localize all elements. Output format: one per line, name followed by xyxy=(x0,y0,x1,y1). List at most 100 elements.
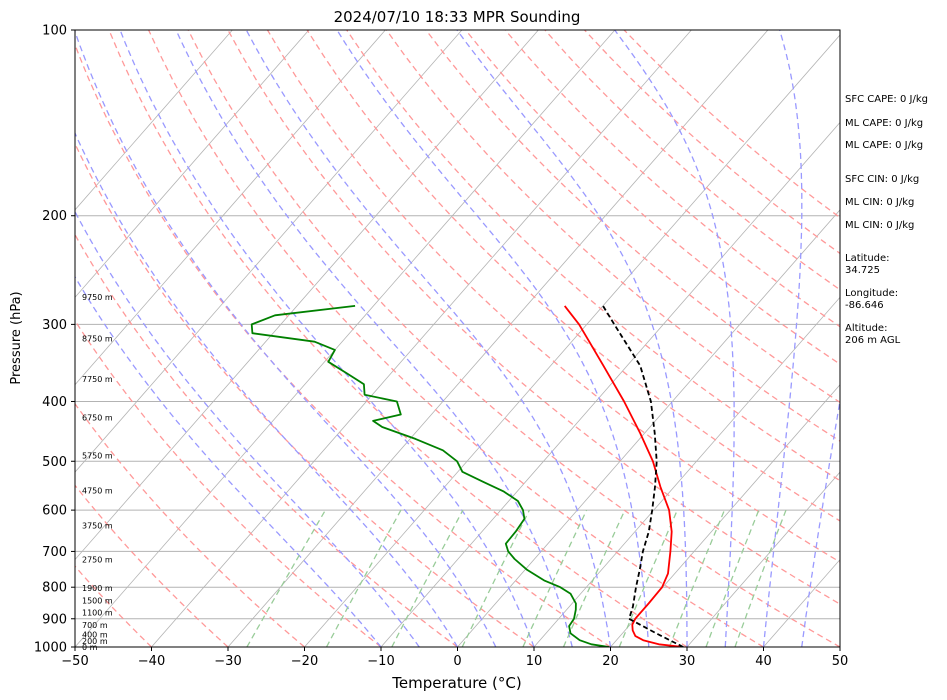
height-label: 3750 m xyxy=(82,522,113,531)
isotherm-line xyxy=(457,209,840,647)
mixing-ratio-line xyxy=(246,509,326,647)
isotherm-line xyxy=(227,30,769,647)
altitude-value: 206 m AGL xyxy=(845,335,901,346)
height-label: 400 m xyxy=(82,631,108,640)
altitude-label: Altitude: xyxy=(845,323,887,334)
dry-adiabat-line xyxy=(227,30,840,605)
y-tick-label: 1000 xyxy=(34,641,67,656)
height-label: 8750 m xyxy=(82,334,113,343)
moist-adiabat-line xyxy=(75,210,420,647)
mixing-ratio-line xyxy=(668,509,726,647)
isotherm-line xyxy=(380,121,840,647)
background-lines xyxy=(75,30,840,647)
y-tick-label: 200 xyxy=(42,209,67,224)
dry-adiabat-line xyxy=(187,30,840,647)
isotherm-line xyxy=(686,471,840,647)
height-label: 0 m xyxy=(82,643,98,652)
isotherm-line xyxy=(151,30,692,647)
height-label: 7750 m xyxy=(82,375,113,384)
isotherm-line xyxy=(75,30,386,386)
height-label: 6750 m xyxy=(82,414,113,423)
dry-adiabat-line xyxy=(75,484,229,647)
y-tick-label: 400 xyxy=(42,395,67,410)
temperature-line xyxy=(563,305,684,647)
moist-adiabat-line xyxy=(119,30,535,647)
height-label: 1900 m xyxy=(82,584,113,593)
dry-adiabat-line xyxy=(148,30,764,647)
height-label: 1100 m xyxy=(82,609,113,618)
moist-adiabat-line xyxy=(75,30,497,647)
mixing-ratio-line xyxy=(705,509,760,647)
longitude-label: Longitude: xyxy=(845,288,898,299)
mixing-ratio-line xyxy=(522,509,588,647)
ml-cin-text-2: ML CIN: 0 J/kg xyxy=(845,220,914,231)
ml-cin-text: ML CIN: 0 J/kg xyxy=(845,197,914,208)
dry-adiabat-line xyxy=(75,142,535,647)
dry-adiabat-line xyxy=(75,42,611,647)
dry-adiabat-line xyxy=(75,565,152,647)
x-axis-label: Temperature (°C) xyxy=(391,674,521,692)
ml-cape-text-2: ML CAPE: 0 J/kg xyxy=(845,140,923,151)
dry-adiabat-line xyxy=(266,30,840,563)
moist-adiabat-line xyxy=(245,30,612,647)
y-tick-label: 700 xyxy=(42,545,67,560)
y-tick-label: 800 xyxy=(42,581,67,596)
moist-adiabat-line xyxy=(801,397,840,647)
mixing-ratio-line xyxy=(461,509,530,647)
moist-adiabat-line xyxy=(336,30,650,647)
parcel-line xyxy=(602,305,684,647)
dewpoint-line xyxy=(250,305,610,647)
isotherm-line xyxy=(75,30,310,298)
y-tick-label: 600 xyxy=(42,504,67,519)
moist-adiabat-line xyxy=(75,131,459,647)
dry-adiabat-line xyxy=(346,30,840,482)
height-label: 2750 m xyxy=(82,556,113,565)
sfc-cape-text: SFC CAPE: 0 J/kg xyxy=(845,94,928,105)
y-tick-label: 500 xyxy=(42,455,67,470)
height-label: 4750 m xyxy=(82,487,113,496)
axis-ticks: −50 −40 −30 −20 −10 0 10 20 30 40 50 100 200 300 400 50… xyxy=(34,24,848,670)
isotherm-line xyxy=(75,30,539,561)
x-tick-label: 40 xyxy=(755,654,772,669)
isotherm-line xyxy=(75,30,463,473)
height-label: 5750 m xyxy=(82,451,113,460)
x-tick-label: −50 xyxy=(61,654,88,669)
mixing-ratio-line xyxy=(734,509,787,647)
side-panel: SFC CAPE: 0 J/kg ML CAPE: 0 J/kg ML CAPE… xyxy=(845,94,928,346)
mixing-ratio-line xyxy=(562,509,626,647)
y-axis-label: Pressure (hPa) xyxy=(9,291,24,384)
dry-adiabat-line xyxy=(544,30,840,291)
moist-adiabat-line xyxy=(456,30,688,647)
height-label: 700 m xyxy=(82,621,108,630)
x-tick-label: 50 xyxy=(832,654,849,669)
y-tick-label: 300 xyxy=(42,318,67,333)
y-tick-label: 100 xyxy=(42,24,67,39)
data-lines xyxy=(250,305,684,647)
height-label: 200 m xyxy=(82,637,108,646)
isotherm-line xyxy=(304,34,840,647)
latitude-value: 34.725 xyxy=(845,265,880,276)
moist-adiabat-line xyxy=(762,30,803,647)
sfc-cin-text: SFC CIN: 0 J/kg xyxy=(845,174,919,185)
isotherm-line xyxy=(75,30,233,211)
dry-adiabat-line xyxy=(306,30,840,522)
x-tick-label: 10 xyxy=(526,654,543,669)
longitude-value: -86.646 xyxy=(845,300,884,311)
mixing-ratio-line xyxy=(325,509,402,647)
ml-cape-text: ML CAPE: 0 J/kg xyxy=(845,118,923,129)
latitude-label: Latitude: xyxy=(845,253,890,264)
isotherm-line xyxy=(75,30,616,647)
x-tick-label: 20 xyxy=(602,654,619,669)
height-label: 1500 m xyxy=(82,596,113,605)
x-tick-label: 30 xyxy=(679,654,696,669)
isotherm-line xyxy=(610,384,840,647)
isotherm-line xyxy=(533,296,840,647)
moist-adiabat-line xyxy=(175,30,573,647)
moist-adiabat-line xyxy=(614,30,735,647)
dry-adiabat-line xyxy=(108,30,688,647)
mixing-ratio-line xyxy=(618,509,678,647)
x-tick-label: −10 xyxy=(367,654,394,669)
mixing-ratio-line xyxy=(391,509,464,647)
